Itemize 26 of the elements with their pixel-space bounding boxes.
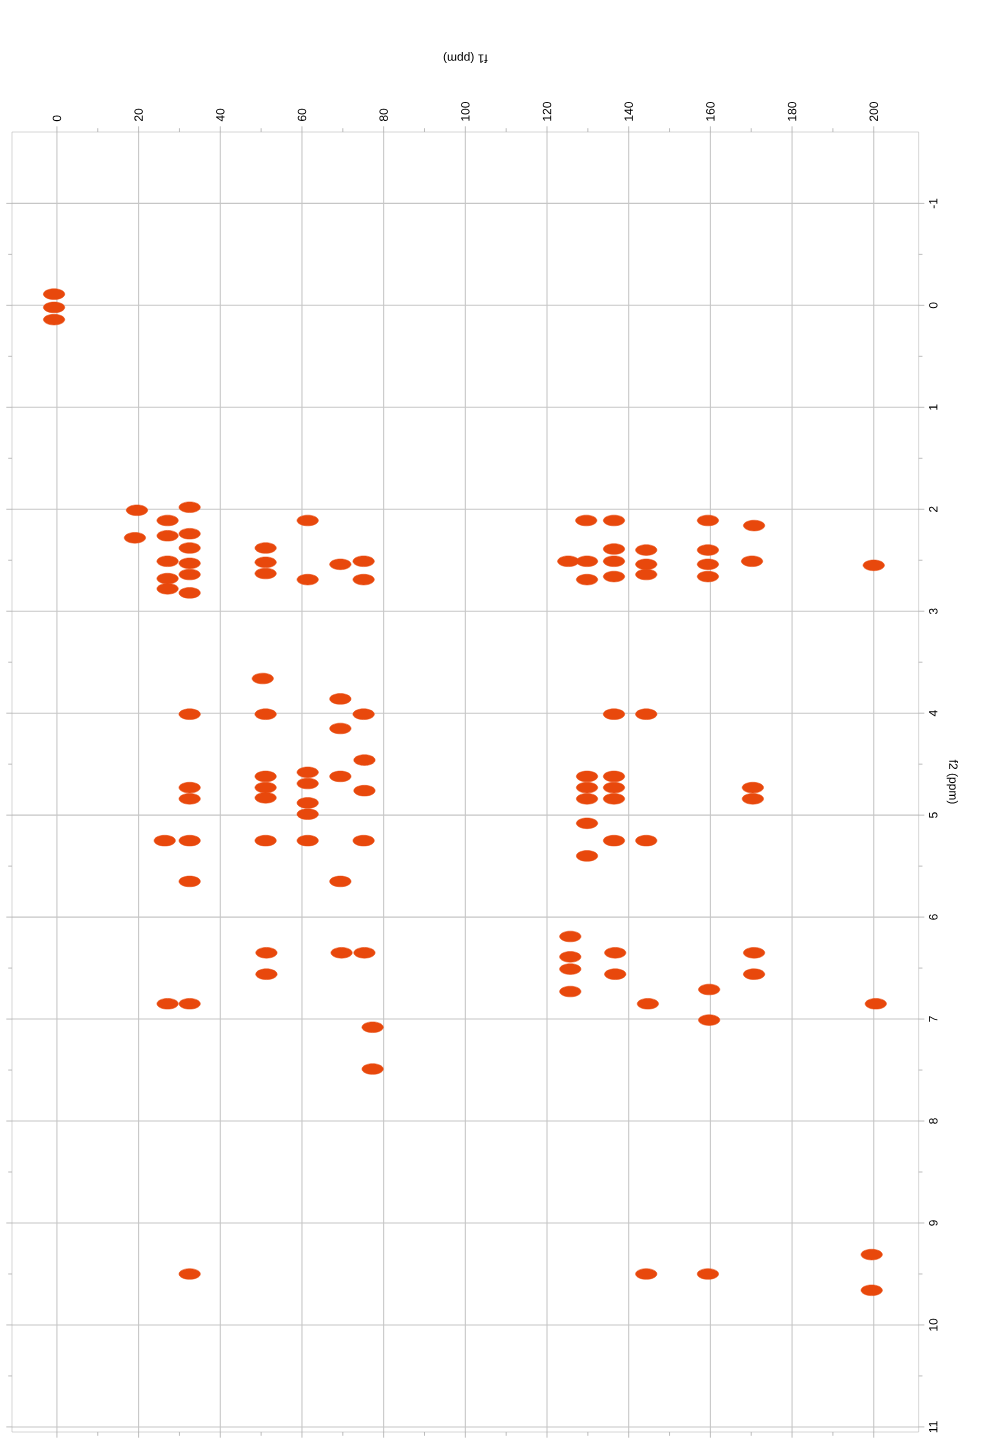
y-tick-label: 2	[929, 506, 938, 512]
x-axis-title: f1 (ppm)	[443, 51, 488, 64]
y-tick-label: 5	[929, 812, 938, 818]
x-tick-label: 60	[297, 108, 307, 122]
y-tick-label: 8	[929, 1118, 938, 1124]
y-tick-label: 3	[929, 608, 938, 615]
y-tick-label: 7	[929, 1016, 938, 1022]
y-tick-label: 9	[929, 1220, 938, 1226]
x-tick-label: 140	[624, 102, 633, 121]
y-tick-label: -1	[929, 198, 938, 209]
x-tick-label: 0	[52, 115, 62, 122]
y-tick-label: 4	[929, 710, 938, 717]
y-tick-label: 10	[929, 1318, 938, 1331]
y-axis-title: f2 (ppm)	[946, 759, 958, 804]
x-tick-label: 180	[787, 102, 797, 121]
x-tick-label: 80	[379, 108, 388, 122]
y-tick-label: 1	[929, 404, 938, 410]
y-tick-label: 6	[929, 914, 938, 920]
y-tick-label: 0	[929, 302, 938, 309]
x-tick-label: 200	[869, 102, 878, 122]
y-tick-label: 11	[929, 1421, 938, 1433]
x-tick-label: 20	[134, 108, 143, 122]
x-tick-label: 100	[461, 102, 470, 121]
x-tick-label: 40	[216, 108, 225, 122]
x-tick-label: 160	[706, 102, 715, 121]
x-tick-label: 120	[542, 102, 552, 121]
